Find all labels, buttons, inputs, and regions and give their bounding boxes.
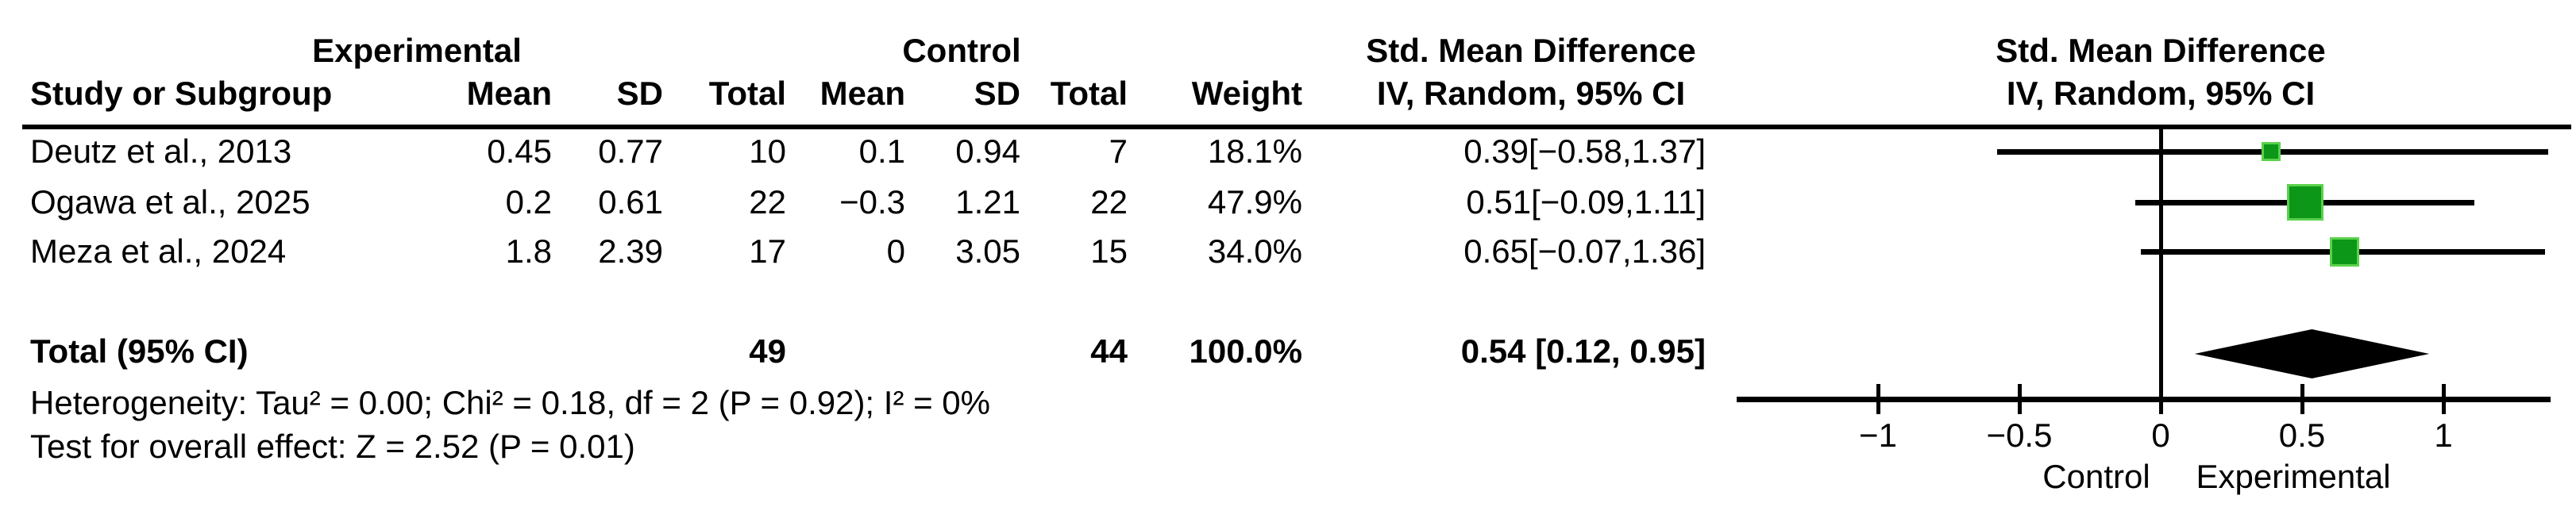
- total-exp: 17: [749, 232, 786, 270]
- mean-exp: 0.2: [505, 183, 552, 221]
- weight: 18.1%: [1207, 132, 1302, 170]
- total-diamond: [2194, 329, 2430, 378]
- axis-tick: [2158, 384, 2163, 414]
- overall-effect-line: Test for overall effect: Z = 2.52 (P = 0…: [30, 428, 635, 465]
- ci-value: 0.39[−0.58,1.37]: [1463, 132, 1706, 170]
- col-header-weight: Weight: [1191, 75, 1302, 112]
- total-label: Total (95% CI): [30, 332, 249, 370]
- total-ctl: 7: [1109, 132, 1128, 170]
- study-label: Meza et al., 2024: [30, 232, 287, 270]
- sd-exp: 2.39: [598, 232, 663, 270]
- col-header-total-exp: Total: [708, 75, 786, 112]
- sd-exp: 0.77: [598, 132, 663, 170]
- axis-label-control: Control: [2042, 458, 2150, 495]
- col-header-mean-exp: Mean: [466, 75, 552, 112]
- group-header-smd-plot: Std. Mean Difference: [1996, 32, 2326, 69]
- col-header-mean-ctl: Mean: [819, 75, 905, 112]
- heterogeneity-line: Heterogeneity: Tau² = 0.00; Chi² = 0.18,…: [30, 384, 990, 421]
- axis-tick: [1876, 384, 1880, 414]
- axis-tick: [2017, 384, 2022, 414]
- col-header-study: Study or Subgroup: [30, 75, 333, 112]
- weight: 34.0%: [1207, 232, 1302, 270]
- axis-label-experimental: Experimental: [2196, 458, 2391, 495]
- mean-ctl: 0: [886, 232, 905, 270]
- axis-tick-label: 1: [2434, 417, 2453, 454]
- col-header-iv-plot: IV, Random, 95% CI: [2006, 75, 2316, 112]
- total-n-exp: 49: [749, 332, 786, 370]
- total-exp: 22: [749, 183, 786, 221]
- ci-value: 0.51[−0.09,1.11]: [1466, 183, 1706, 221]
- effect-square: [2286, 184, 2323, 221]
- total-exp: 10: [749, 132, 786, 170]
- mean-exp: 1.8: [505, 232, 552, 270]
- x-axis-line: [1737, 397, 2551, 402]
- axis-tick-label: 0.5: [2278, 417, 2326, 454]
- total-ctl: 15: [1090, 232, 1128, 270]
- group-header-smd-text: Std. Mean Difference: [1366, 32, 1696, 69]
- axis-tick: [2441, 384, 2446, 414]
- sd-ctl: 1.21: [955, 183, 1020, 221]
- axis-tick: [2300, 384, 2304, 414]
- col-header-iv-text: IV, Random, 95% CI: [1376, 75, 1686, 112]
- study-label: Deutz et al., 2013: [30, 132, 292, 170]
- total-ctl: 22: [1090, 183, 1128, 221]
- ci-value: 0.65[−0.07,1.36]: [1463, 232, 1706, 270]
- sd-exp: 0.61: [598, 183, 663, 221]
- group-header-experimental: Experimental: [312, 32, 522, 69]
- axis-tick-label: −0.5: [1986, 417, 2053, 454]
- group-header-control: Control: [902, 32, 1021, 69]
- study-label: Ogawa et al., 2025: [30, 183, 310, 221]
- col-header-sd-ctl: SD: [974, 75, 1020, 112]
- zero-line: [2159, 127, 2163, 413]
- sd-ctl: 0.94: [955, 132, 1020, 170]
- col-header-total-ctl: Total: [1050, 75, 1128, 112]
- col-header-sd-exp: SD: [616, 75, 663, 112]
- total-ci-value: 0.54 [0.12, 0.95]: [1460, 332, 1706, 370]
- effect-square: [2329, 236, 2359, 267]
- mean-exp: 0.45: [487, 132, 552, 170]
- axis-tick-label: 0: [2151, 417, 2170, 454]
- header-underline: [22, 125, 2571, 129]
- effect-square: [2261, 142, 2281, 161]
- total-weight: 100.0%: [1189, 332, 1302, 370]
- sd-ctl: 3.05: [955, 232, 1020, 270]
- axis-tick-label: −1: [1859, 417, 1897, 454]
- total-n-ctl: 44: [1090, 332, 1128, 370]
- mean-ctl: −0.3: [839, 183, 905, 221]
- weight: 47.9%: [1207, 183, 1302, 221]
- mean-ctl: 0.1: [858, 132, 905, 170]
